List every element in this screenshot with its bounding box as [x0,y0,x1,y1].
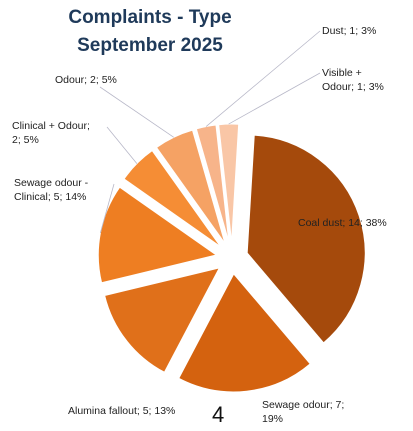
chart-title: Complaints - Type [68,7,232,28]
leader-lines [99,30,321,234]
pie-slice-odour [155,129,226,244]
pie-slice-sewage-odour-clinical [97,186,218,284]
pie-slice-coal-dust [246,134,366,344]
leader-line [99,86,175,138]
leader-line [99,183,115,234]
data-label-odour: Odour; 2; 5% [55,74,117,86]
leader-line [205,30,321,127]
data-label-clinical-odour: Clinical + Odour; 2; 5% [12,120,90,146]
pie-slice-visible-odour [218,123,240,243]
data-label-coal-dust: Coal dust; 14; 38% [298,217,387,229]
data-label-sewage-odour: Sewage odour; 7; 19% [262,399,345,425]
pie-slice-alumina-fallout [104,267,221,373]
data-label-dust: Dust; 1; 3% [322,25,377,37]
leader-line [106,126,138,164]
pie-slice-sewage-odour [178,273,311,393]
data-label-alumina-fallout: Alumina fallout; 5; 13% [68,405,176,417]
data-label-sewage-odour-clinical: Sewage odour - Clinical; 5; 14% [14,177,89,203]
leader-line [228,72,321,125]
chart-subtitle: September 2025 [77,35,223,56]
pie-slice-clinical-odour [123,149,222,248]
page-number: 4 [212,402,225,427]
data-label-visible-odour: Visible + Odour; 1; 3% [322,67,384,93]
pie-slices [97,123,366,393]
